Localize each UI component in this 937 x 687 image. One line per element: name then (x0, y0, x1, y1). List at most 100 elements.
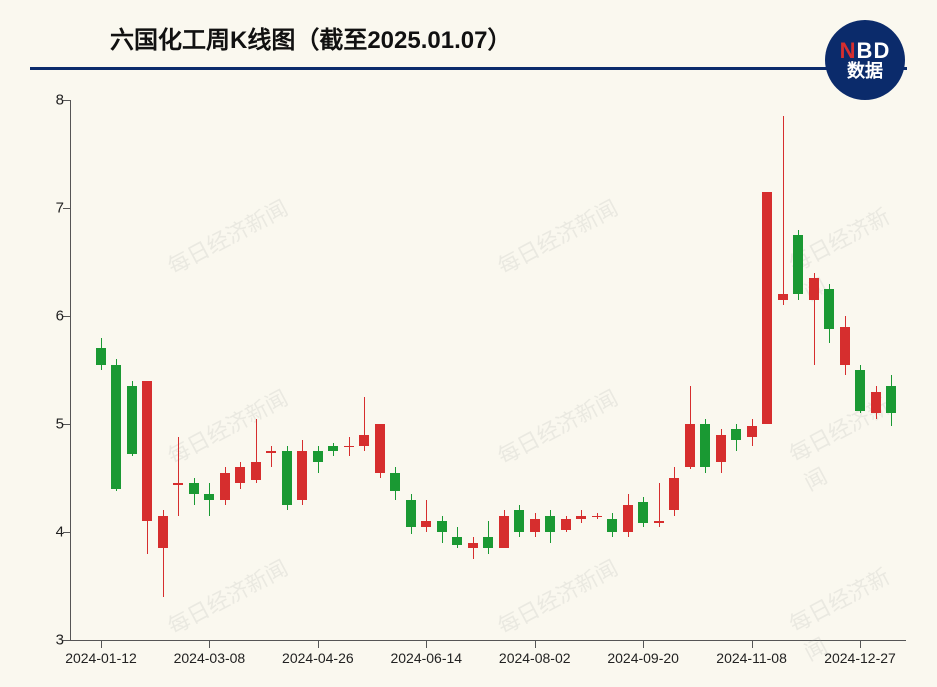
candle-body (840, 327, 850, 365)
candle-body (514, 510, 524, 532)
candle-body (716, 435, 726, 462)
candle-body (592, 516, 602, 518)
candle-body (886, 386, 896, 413)
candle-body (328, 446, 338, 451)
watermark: 每日经济新闻 (491, 381, 623, 471)
title-bar: 六国化工周K线图（截至2025.01.07） (0, 0, 937, 61)
chart-container: 六国化工周K线图（截至2025.01.07） NBD 数据 每日经济新闻每日经济… (0, 0, 937, 687)
candle-body (747, 426, 757, 437)
candle-body (266, 451, 276, 453)
x-tick (535, 640, 536, 648)
watermark: 每日经济新闻 (491, 551, 623, 641)
badge-line1: NBD (840, 39, 891, 62)
candle-body (499, 516, 509, 548)
candle-body (654, 521, 664, 523)
candle-body (468, 543, 478, 548)
candle-body (778, 294, 788, 299)
candle-body (452, 537, 462, 545)
candle-body (623, 505, 633, 532)
x-tick (860, 640, 861, 648)
candle-body (142, 381, 152, 521)
candle-body (282, 451, 292, 505)
candle-body (731, 429, 741, 440)
candle-wick (271, 446, 272, 468)
candle-body (173, 483, 183, 485)
watermark: 每日经济新闻 (161, 381, 293, 471)
candle-body (344, 446, 354, 448)
x-axis-label: 2024-06-14 (390, 650, 462, 666)
candle-wick (209, 483, 210, 515)
candle-body (545, 516, 555, 532)
candle-body (576, 516, 586, 519)
y-axis-label: 6 (56, 308, 64, 325)
watermark: 每日经济新闻 (491, 191, 623, 281)
candle-body (313, 451, 323, 462)
candle-body (235, 467, 245, 483)
y-tick (63, 424, 71, 425)
badge-line2: 数据 (847, 62, 883, 81)
candle-body (251, 462, 261, 480)
y-tick (63, 100, 71, 101)
candle-body (406, 500, 416, 527)
candle-body (111, 365, 121, 489)
y-tick (63, 316, 71, 317)
chart-title: 六国化工周K线图（截至2025.01.07） (110, 27, 511, 54)
x-axis-label: 2024-08-02 (499, 650, 571, 666)
candle-wick (178, 437, 179, 516)
candle-wick (473, 537, 474, 559)
candlestick-chart: 每日经济新闻每日经济新闻每日经济新闻每日经济新闻每日经济新闻每日经济新闻每日经济… (70, 100, 906, 641)
candle-body (297, 451, 307, 500)
candle-body (437, 521, 447, 532)
candle-body (793, 235, 803, 294)
x-tick (209, 640, 210, 648)
y-axis-label: 3 (56, 632, 64, 649)
y-axis-label: 7 (56, 200, 64, 217)
candle-body (871, 392, 881, 414)
candle-body (359, 435, 369, 446)
x-axis-label: 2024-11-08 (716, 650, 787, 666)
candle-body (685, 424, 695, 467)
x-axis-label: 2024-03-08 (174, 650, 246, 666)
y-tick (63, 532, 71, 533)
x-axis-label: 2024-09-20 (607, 650, 679, 666)
y-tick (63, 640, 71, 641)
candle-wick (426, 500, 427, 532)
y-tick (63, 208, 71, 209)
y-axis-label: 5 (56, 416, 64, 433)
candle-body (669, 478, 679, 510)
candle-body (809, 278, 819, 300)
candle-body (824, 289, 834, 329)
candle-wick (659, 483, 660, 526)
candle-body (421, 521, 431, 526)
x-tick (752, 640, 753, 648)
x-axis-label: 2024-12-27 (824, 650, 896, 666)
nbd-badge: NBD 数据 (825, 20, 905, 100)
y-axis-label: 4 (56, 524, 64, 541)
candle-body (638, 502, 648, 524)
candle-body (607, 519, 617, 532)
watermark: 每日经济新闻 (161, 551, 293, 641)
x-tick (318, 640, 319, 648)
candle-body (204, 494, 214, 499)
candle-body (127, 386, 137, 454)
watermark: 每日经济新闻 (161, 191, 293, 281)
x-tick (426, 640, 427, 648)
candle-body (483, 537, 493, 548)
x-axis-label: 2024-01-12 (65, 650, 137, 666)
x-axis-label: 2024-04-26 (282, 650, 354, 666)
candle-body (700, 424, 710, 467)
x-tick (643, 640, 644, 648)
candle-wick (783, 116, 784, 305)
candle-body (530, 519, 540, 532)
x-tick (101, 640, 102, 648)
candle-body (158, 516, 168, 548)
candle-body (375, 424, 385, 473)
title-underline (30, 67, 907, 70)
candle-body (855, 370, 865, 411)
candle-body (96, 348, 106, 364)
candle-body (561, 519, 571, 530)
candle-body (390, 473, 400, 491)
candle-body (220, 473, 230, 500)
candle-body (762, 192, 772, 424)
y-axis-label: 8 (56, 92, 64, 109)
